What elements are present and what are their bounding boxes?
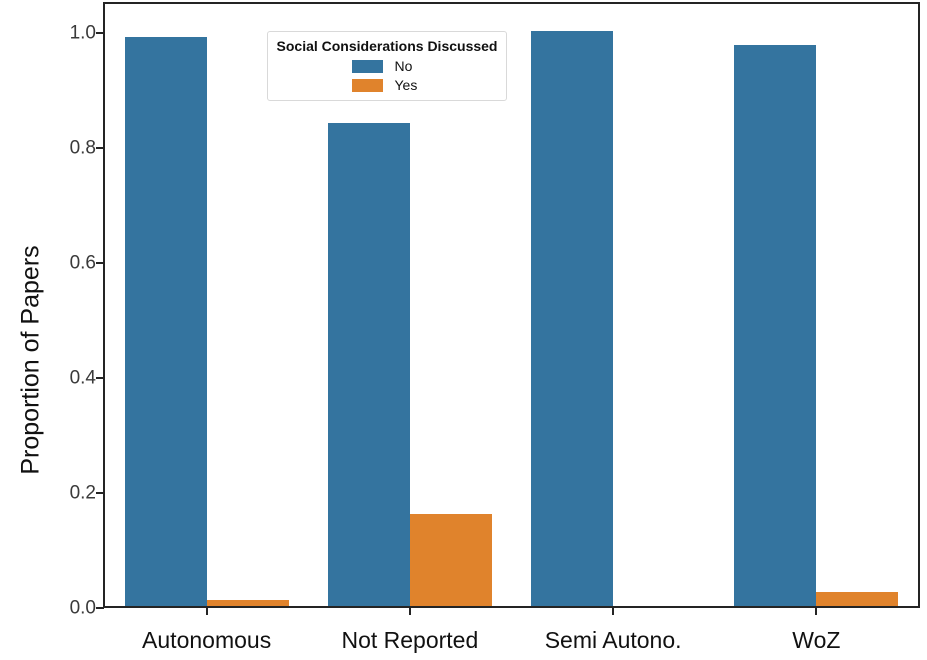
bar-no-autonomous: [125, 37, 207, 606]
legend-label-no: No: [394, 58, 413, 74]
bar-no-semi-autono: [531, 31, 613, 606]
legend-title: Social Considerations Discussed: [276, 38, 498, 54]
legend-label-yes: Yes: [394, 77, 418, 93]
y-tick-mark: [96, 492, 104, 494]
bar-no-not-reported: [328, 123, 410, 606]
x-tick-label-semi-autono: Semi Autono.: [544, 627, 682, 653]
y-tick-label-1.0: 1.0: [69, 22, 96, 44]
bar-yes-not-reported: [410, 514, 492, 606]
y-tick-mark: [96, 377, 104, 379]
plot-area: [103, 2, 920, 608]
x-tick-label-woz: WoZ: [792, 627, 841, 653]
y-tick-mark: [96, 607, 104, 609]
legend-entry-yes: Yes: [272, 77, 502, 93]
bar-no-woz: [734, 45, 816, 606]
legend-entry-no: No: [272, 58, 502, 74]
x-tick-mark: [612, 608, 615, 615]
legend: Social Considerations Discussed No Yes: [267, 31, 507, 101]
bar-yes-woz: [816, 592, 898, 606]
legend-swatch-yes-icon: [351, 78, 383, 92]
x-tick-label-not-reported: Not Reported: [341, 627, 479, 653]
x-tick-mark: [205, 608, 208, 615]
y-tick-mark: [96, 262, 104, 264]
y-tick-mark: [96, 32, 104, 34]
y-tick-mark: [96, 147, 104, 149]
y-tick-label-0.6: 0.6: [69, 252, 96, 274]
y-tick-label-0.0: 0.0: [69, 597, 96, 619]
y-tick-label-0.8: 0.8: [69, 137, 96, 159]
y-tick-label-0.4: 0.4: [69, 367, 96, 389]
x-tick-mark: [815, 608, 818, 615]
x-tick-label-autonomous: Autonomous: [142, 627, 272, 653]
bar-yes-autonomous: [207, 600, 289, 606]
y-tick-label-0.2: 0.2: [69, 482, 96, 504]
y-axis-label: Proportion of Papers: [16, 245, 45, 475]
legend-swatch-no-icon: [351, 59, 383, 73]
x-tick-mark: [408, 608, 411, 615]
